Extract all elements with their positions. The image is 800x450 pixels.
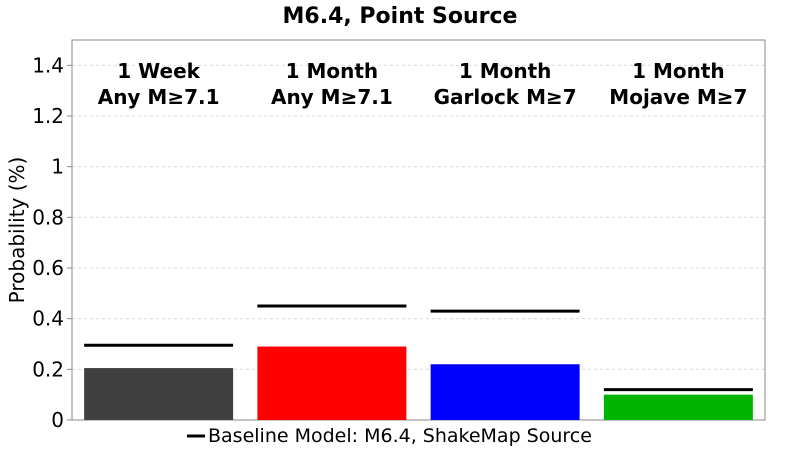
y-tick-label: 1.4 xyxy=(32,53,64,77)
bars xyxy=(84,346,753,420)
category-label: 1 Month xyxy=(286,59,379,83)
category-label: 1 Month xyxy=(459,59,552,83)
y-axis: 0 0.2 0.4 0.6 0.8 1 1.2 1.4 xyxy=(32,53,72,432)
y-tick-label: 0.8 xyxy=(32,205,64,229)
legend-label: Baseline Model: M6.4, ShakeMap Source xyxy=(208,425,592,447)
bar xyxy=(603,394,753,420)
y-tick-label: 0.6 xyxy=(32,256,64,280)
bar xyxy=(84,368,234,420)
category-label: Mojave M≥7 xyxy=(609,85,747,109)
bar xyxy=(430,364,580,420)
category-label: Garlock M≥7 xyxy=(434,85,577,109)
y-tick-label: 1 xyxy=(51,155,64,179)
category-label: 1 Week xyxy=(117,59,200,83)
legend: Baseline Model: M6.4, ShakeMap Source xyxy=(187,425,592,447)
chart-title: M6.4, Point Source xyxy=(283,4,518,29)
category-label: Any M≥7.1 xyxy=(98,85,220,109)
category-label: 1 Month xyxy=(632,59,725,83)
y-tick-label: 0 xyxy=(51,408,64,432)
grid xyxy=(72,64,765,370)
y-tick-label: 0.2 xyxy=(32,357,64,381)
plot-area xyxy=(71,39,766,421)
baseline-markers xyxy=(84,304,753,392)
category-label: Any M≥7.1 xyxy=(271,85,393,109)
bar xyxy=(257,346,407,420)
y-tick-label: 1.2 xyxy=(32,104,64,128)
y-tick-label: 0.4 xyxy=(32,307,64,331)
y-axis-label: Probability (%) xyxy=(5,157,29,304)
